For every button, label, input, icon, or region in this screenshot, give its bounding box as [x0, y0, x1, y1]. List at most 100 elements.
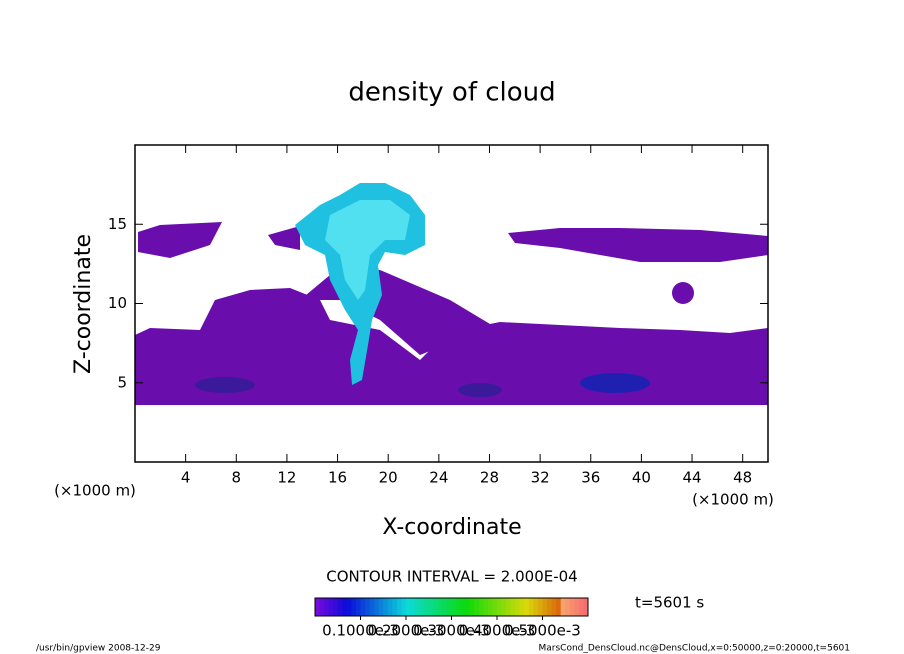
colorbar-swatch: [497, 598, 503, 616]
colorbar-swatch: [556, 598, 562, 616]
colorbar-swatch: [456, 598, 462, 616]
contour-field: [135, 183, 768, 405]
colorbar-swatch: [519, 598, 525, 616]
colorbar-tick-label: 0.5000e-3: [504, 622, 581, 640]
colorbar-swatch: [383, 598, 389, 616]
colorbar-swatch: [469, 598, 475, 616]
colorbar-swatch: [378, 598, 384, 616]
colorbar-swatch: [483, 598, 489, 616]
colorbar: 0.1000e-30.2000e-30.3000e-30.4000e-30.50…: [314, 597, 589, 640]
chart-title: density of cloud: [348, 78, 555, 108]
colorbar-swatch: [351, 598, 357, 616]
y-tick-label: 15: [108, 215, 127, 233]
x-tick-label: 16: [328, 469, 347, 487]
colorbar-swatch: [569, 598, 575, 616]
contour-band: [268, 226, 300, 250]
colorbar-tick-label: 0.4000e-3: [459, 622, 536, 640]
colorbar-swatch: [465, 598, 471, 616]
colorbar-swatch: [501, 598, 507, 616]
colorbar-swatch: [319, 598, 325, 616]
colorbar-swatch: [460, 598, 466, 616]
footer-right: MarsCond_DensCloud.nc@DensCloud,x=0:5000…: [539, 644, 851, 654]
colorbar-swatch: [433, 598, 439, 616]
colorbar-swatch: [387, 598, 393, 616]
colorbar-swatch: [565, 598, 571, 616]
colorbar-swatch: [410, 598, 416, 616]
colorbar-swatch: [355, 598, 361, 616]
colorbar-swatch: [560, 598, 566, 616]
x-tick-label: 48: [733, 469, 752, 487]
colorbar-swatch: [392, 598, 398, 616]
colorbar-swatch: [547, 598, 553, 616]
contour-band: [672, 282, 694, 304]
colorbar-swatch: [537, 598, 543, 616]
colorbar-swatch: [337, 598, 343, 616]
colorbar-swatch: [510, 598, 516, 616]
colorbar-swatch: [474, 598, 480, 616]
colorbar-swatch: [374, 598, 380, 616]
colorbar-tick-label: 0.2000e-3: [368, 622, 445, 640]
colorbar-swatch: [346, 598, 352, 616]
colorbar-swatch: [401, 598, 407, 616]
colorbar-swatch: [492, 598, 498, 616]
colorbar-swatch: [415, 598, 421, 616]
x-tick-label: 20: [379, 469, 398, 487]
colorbar-swatch: [487, 598, 493, 616]
y-axis-label: Z-coordinate: [71, 234, 96, 374]
contour-band: [580, 373, 650, 393]
colorbar-swatch: [451, 598, 457, 616]
x-tick-label: 24: [429, 469, 448, 487]
colorbar-swatch: [528, 598, 534, 616]
x-tick-label: 36: [581, 469, 600, 487]
colorbar-swatch: [315, 598, 321, 616]
colorbar-swatch: [428, 598, 434, 616]
contour-band: [508, 228, 768, 262]
x-tick-label: 8: [232, 469, 242, 487]
colorbar-swatch: [324, 598, 330, 616]
x-tick-label: 40: [632, 469, 651, 487]
x-tick-label: 12: [277, 469, 296, 487]
colorbar-swatch: [478, 598, 484, 616]
y-unit-label: (×1000 m): [54, 482, 136, 500]
y-tick-label: 5: [117, 373, 127, 391]
contour-band: [195, 377, 255, 393]
x-tick-label: 4: [181, 469, 191, 487]
colorbar-swatch: [328, 598, 334, 616]
x-unit-label: (×1000 m): [692, 491, 774, 509]
colorbar-swatch: [533, 598, 539, 616]
colorbar-tick-label: 0.1000e-3: [322, 622, 399, 640]
colorbar-swatch: [396, 598, 402, 616]
colorbar-swatch: [578, 598, 584, 616]
x-tick-label: 32: [531, 469, 550, 487]
x-tick-label: 28: [480, 469, 499, 487]
colorbar-swatch: [360, 598, 366, 616]
colorbar-swatch: [551, 598, 557, 616]
colorbar-swatch: [424, 598, 430, 616]
colorbar-swatch: [365, 598, 371, 616]
time-label: t=5601 s: [635, 594, 704, 612]
colorbar-swatch: [437, 598, 443, 616]
colorbar-swatch: [446, 598, 452, 616]
colorbar-swatch: [542, 598, 548, 616]
colorbar-swatch: [442, 598, 448, 616]
colorbar-swatch: [574, 598, 580, 616]
colorbar-swatch: [419, 598, 425, 616]
colorbar-swatch: [406, 598, 412, 616]
contour-band: [325, 200, 410, 300]
colorbar-swatch: [583, 598, 589, 616]
colorbar-swatch: [506, 598, 512, 616]
colorbar-swatch: [369, 598, 375, 616]
contour-interval: CONTOUR INTERVAL = 2.000E-04: [326, 568, 577, 586]
x-axis-label: X-coordinate: [382, 515, 521, 540]
contour-band: [138, 222, 222, 258]
y-tick-label: 10: [108, 294, 127, 312]
colorbar-swatch: [515, 598, 521, 616]
colorbar-swatch: [342, 598, 348, 616]
colorbar-tick-label: 0.3000e-3: [413, 622, 490, 640]
colorbar-swatch: [333, 598, 339, 616]
contour-band: [458, 383, 502, 397]
footer-left: /usr/bin/gpview 2008-12-29: [36, 644, 161, 654]
colorbar-swatch: [524, 598, 530, 616]
x-tick-label: 44: [682, 469, 701, 487]
